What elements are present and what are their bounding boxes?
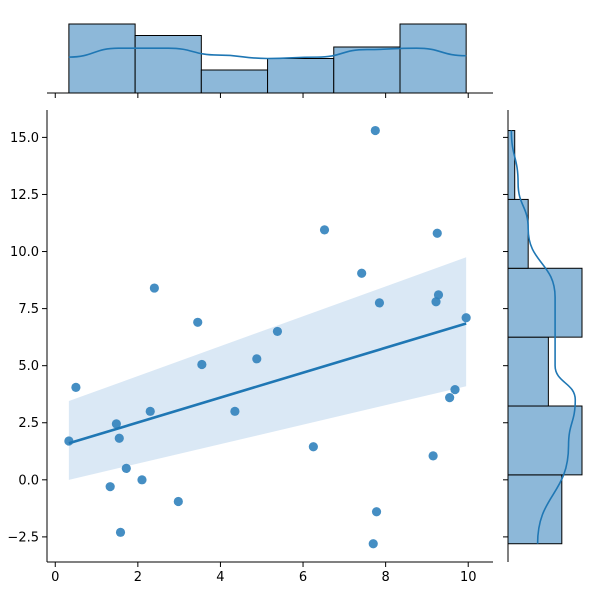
x-tick-label: 4 (216, 570, 224, 585)
x-axis: 0 2 4 6 8 10 (47, 561, 493, 585)
y-tick-label: 0.0 (18, 473, 39, 488)
scatter-point (450, 385, 460, 395)
scatter-point (252, 354, 262, 364)
scatter-point (193, 317, 203, 327)
marginal-x-bar (200, 69, 269, 94)
marginal-x-bar (134, 35, 202, 94)
x-tick-label: 2 (134, 570, 142, 585)
marginal-x-histogram (47, 23, 493, 98)
marginal-y-histogram (503, 110, 583, 562)
x-tick-label: 8 (381, 570, 389, 585)
scatter-point (173, 496, 183, 507)
scatter-point (71, 382, 81, 392)
y-tick-label: 2.5 (18, 416, 39, 431)
marginal-x-kde (68, 47, 467, 60)
x-tick-label: 6 (299, 570, 307, 585)
scatter-point (197, 359, 207, 370)
y-tick-label: 15.0 (10, 131, 39, 146)
scatter-point (368, 539, 378, 549)
y-tick-label: 12.5 (10, 188, 39, 203)
scatter-point (272, 326, 283, 337)
scatter-point (374, 298, 385, 308)
scatter-point (308, 442, 318, 452)
scatter-point (115, 527, 126, 537)
regression-line (68, 322, 467, 445)
scatter-point (357, 268, 367, 278)
marginal-x-bar (399, 23, 467, 94)
scatter-point (370, 125, 380, 136)
marginal-y-bar (507, 336, 549, 407)
marginal-y-bar (507, 405, 583, 476)
marginal-x-bar (68, 23, 136, 94)
confidence-band (68, 257, 467, 480)
scatter-point (445, 393, 455, 403)
scatter-point (230, 406, 240, 416)
y-tick-label: −2.5 (7, 530, 39, 545)
scatter-point (137, 475, 147, 485)
y-tick-label: 5.0 (18, 359, 39, 374)
y-tick-label: 10.0 (10, 245, 39, 260)
scatter-point (461, 313, 471, 323)
scatter-point (114, 433, 124, 443)
marginal-y-bar (507, 474, 563, 545)
marginal-y-bar (507, 267, 583, 338)
scatter-point (428, 451, 438, 461)
y-axis: −2.5 0.0 2.5 5.0 7.5 10.0 12.5 15.0 (7, 110, 48, 562)
marginal-x-bar (333, 46, 401, 94)
scatter-point (105, 482, 115, 492)
x-tick-label: 0 (51, 570, 59, 585)
x-tick-label: 10 (460, 570, 477, 585)
scatter-point (432, 228, 442, 238)
y-tick-label: 7.5 (18, 302, 39, 317)
scatter-point (111, 419, 121, 429)
marginal-x-bar (267, 58, 335, 94)
scatter-point (433, 290, 444, 300)
main-plot (64, 125, 471, 549)
scatter-point (121, 463, 131, 474)
marginal-y-kde (510, 130, 577, 544)
scatter-point (145, 406, 155, 416)
scatter-point (319, 225, 330, 235)
scatter-point (149, 283, 159, 293)
scatter-point (371, 507, 382, 517)
